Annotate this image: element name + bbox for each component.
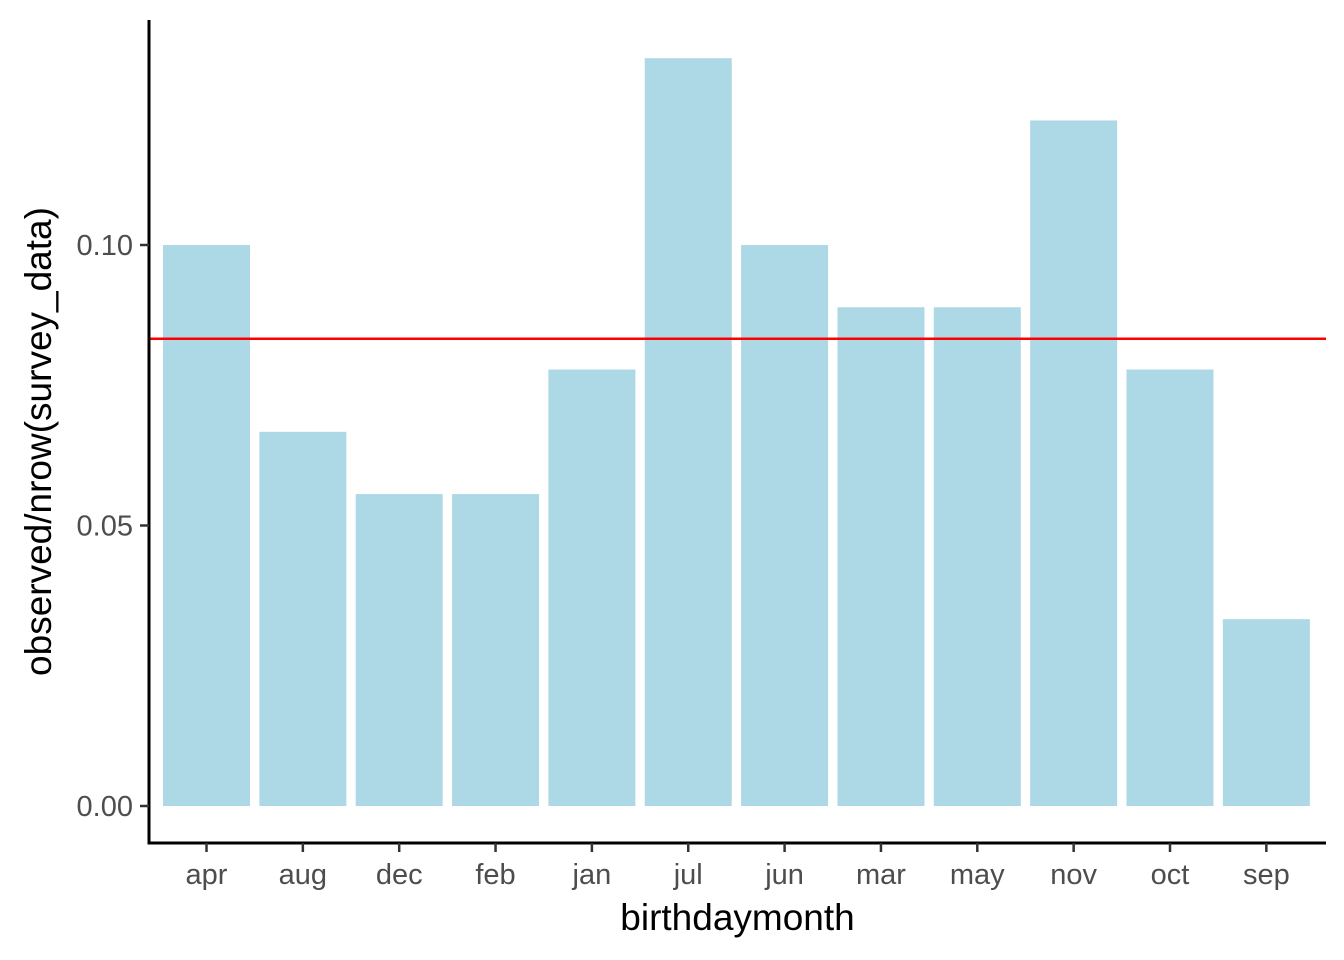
- bar-may: [933, 307, 1021, 806]
- axes-group: [147, 20, 1326, 845]
- x-tick-label-dec: dec: [376, 859, 423, 891]
- bar-dec: [355, 494, 443, 806]
- x-tick-label-mar: mar: [856, 859, 906, 891]
- x-tick-label-aug: aug: [279, 859, 327, 891]
- x-tick-label-jan: jan: [572, 859, 612, 891]
- bars-group: [163, 58, 1310, 806]
- y-ticks-group: 0.00 0.05 0.10: [77, 230, 149, 823]
- x-tick-label-sep: sep: [1243, 859, 1290, 891]
- x-tick-label-jul: jul: [673, 859, 703, 891]
- y-tick-label: 0.05: [77, 511, 133, 543]
- bar-feb: [452, 494, 540, 806]
- x-axis-title: birthdaymonth: [620, 897, 854, 938]
- bar-jan: [548, 369, 636, 806]
- bar-aug: [259, 431, 347, 806]
- x-tick-label-oct: oct: [1151, 859, 1190, 891]
- y-axis-title: observed/nrow(survey_data): [18, 207, 59, 676]
- x-tick-label-may: may: [950, 859, 1005, 891]
- y-tick-label: 0.10: [77, 230, 133, 262]
- bar-jul: [644, 58, 732, 806]
- y-tick-label: 0.00: [77, 791, 133, 823]
- x-ticks-group: apr aug dec feb jan jul jun mar may nov oct sep: [186, 843, 1290, 891]
- x-tick-label-nov: nov: [1050, 859, 1097, 891]
- bar-sep: [1222, 619, 1310, 806]
- bar-mar: [837, 307, 925, 806]
- bar-nov: [1030, 120, 1118, 806]
- x-tick-label-jun: jun: [764, 859, 804, 891]
- bar-oct: [1126, 369, 1214, 806]
- bar-jun: [741, 245, 829, 806]
- x-tick-label-feb: feb: [475, 859, 515, 891]
- bar-apr: [163, 245, 250, 806]
- x-tick-label-apr: apr: [186, 859, 228, 891]
